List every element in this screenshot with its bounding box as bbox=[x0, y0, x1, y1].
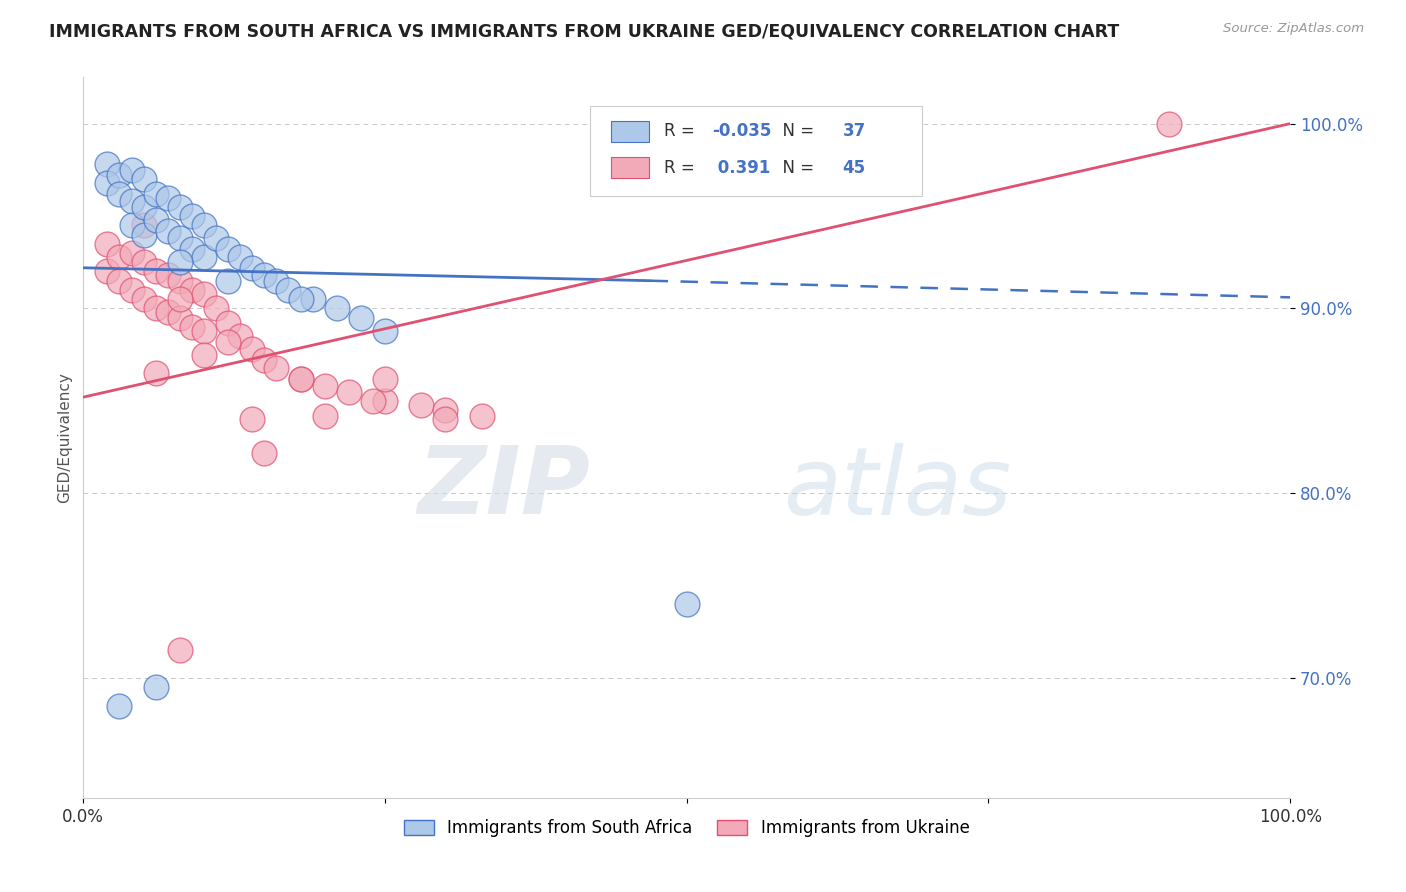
Point bbox=[108, 698, 131, 713]
Text: atlas: atlas bbox=[783, 442, 1011, 533]
Point bbox=[108, 186, 131, 201]
FancyBboxPatch shape bbox=[591, 106, 922, 196]
Point bbox=[156, 224, 179, 238]
Point bbox=[145, 301, 167, 316]
Point bbox=[314, 379, 336, 393]
Point bbox=[229, 329, 252, 343]
Point bbox=[156, 190, 179, 204]
Point bbox=[434, 412, 457, 426]
Text: 45: 45 bbox=[842, 159, 866, 177]
Point bbox=[169, 274, 191, 288]
Point bbox=[217, 274, 239, 288]
Point bbox=[169, 200, 191, 214]
FancyBboxPatch shape bbox=[610, 121, 650, 142]
Point bbox=[169, 255, 191, 269]
Point bbox=[132, 255, 155, 269]
Point bbox=[314, 409, 336, 423]
Point bbox=[96, 157, 118, 171]
Point bbox=[301, 292, 323, 306]
Point bbox=[374, 324, 396, 338]
Point bbox=[132, 227, 155, 242]
Point bbox=[96, 264, 118, 278]
Point bbox=[205, 231, 228, 245]
Point bbox=[240, 260, 263, 275]
Text: R =: R = bbox=[664, 122, 700, 141]
Point bbox=[180, 242, 202, 256]
Point bbox=[169, 231, 191, 245]
Point bbox=[180, 319, 202, 334]
Text: N =: N = bbox=[772, 122, 820, 141]
Text: ZIP: ZIP bbox=[418, 442, 591, 534]
Point bbox=[96, 176, 118, 190]
Text: N =: N = bbox=[772, 159, 820, 177]
Point bbox=[145, 212, 167, 227]
Point bbox=[675, 597, 697, 611]
Point bbox=[471, 409, 494, 423]
Point bbox=[156, 268, 179, 282]
Point bbox=[240, 342, 263, 356]
Point bbox=[121, 162, 143, 177]
Text: IMMIGRANTS FROM SOUTH AFRICA VS IMMIGRANTS FROM UKRAINE GED/EQUIVALENCY CORRELAT: IMMIGRANTS FROM SOUTH AFRICA VS IMMIGRAN… bbox=[49, 22, 1119, 40]
Point bbox=[266, 360, 288, 375]
Point bbox=[132, 172, 155, 186]
Point bbox=[290, 372, 312, 386]
Text: Source: ZipAtlas.com: Source: ZipAtlas.com bbox=[1223, 22, 1364, 36]
FancyBboxPatch shape bbox=[610, 157, 650, 178]
Point bbox=[229, 250, 252, 264]
Point bbox=[145, 186, 167, 201]
Point bbox=[350, 310, 373, 325]
Point bbox=[121, 194, 143, 209]
Point bbox=[337, 384, 360, 399]
Text: R =: R = bbox=[664, 159, 700, 177]
Point bbox=[217, 334, 239, 349]
Point bbox=[180, 283, 202, 297]
Point bbox=[253, 268, 276, 282]
Point bbox=[193, 219, 215, 233]
Point bbox=[411, 398, 433, 412]
Point bbox=[374, 393, 396, 408]
Point bbox=[121, 246, 143, 260]
Point bbox=[277, 283, 299, 297]
Point bbox=[169, 292, 191, 306]
Point bbox=[156, 305, 179, 319]
Text: -0.035: -0.035 bbox=[711, 122, 772, 141]
Text: 0.391: 0.391 bbox=[711, 159, 770, 177]
Point bbox=[240, 412, 263, 426]
Point bbox=[121, 219, 143, 233]
Point bbox=[132, 292, 155, 306]
Legend: Immigrants from South Africa, Immigrants from Ukraine: Immigrants from South Africa, Immigrants… bbox=[396, 813, 976, 844]
Point bbox=[145, 264, 167, 278]
Point bbox=[290, 372, 312, 386]
Point bbox=[169, 310, 191, 325]
Point bbox=[193, 250, 215, 264]
Point bbox=[217, 316, 239, 330]
Point bbox=[108, 274, 131, 288]
Point bbox=[325, 301, 347, 316]
Point bbox=[145, 680, 167, 694]
Point bbox=[205, 301, 228, 316]
Point bbox=[253, 353, 276, 368]
Point bbox=[1159, 117, 1181, 131]
Point bbox=[374, 372, 396, 386]
Point bbox=[193, 286, 215, 301]
Point bbox=[193, 348, 215, 362]
Point bbox=[253, 445, 276, 459]
Point bbox=[132, 200, 155, 214]
Point bbox=[434, 403, 457, 417]
Point bbox=[290, 292, 312, 306]
Point bbox=[180, 209, 202, 223]
Point bbox=[121, 283, 143, 297]
Point bbox=[193, 324, 215, 338]
Point bbox=[108, 169, 131, 183]
Text: 37: 37 bbox=[842, 122, 866, 141]
Point bbox=[96, 236, 118, 251]
Point bbox=[132, 219, 155, 233]
Point bbox=[361, 393, 384, 408]
Point bbox=[108, 250, 131, 264]
Y-axis label: GED/Equivalency: GED/Equivalency bbox=[58, 372, 72, 503]
Point bbox=[169, 643, 191, 657]
Point bbox=[217, 242, 239, 256]
Point bbox=[266, 274, 288, 288]
Point bbox=[145, 366, 167, 380]
